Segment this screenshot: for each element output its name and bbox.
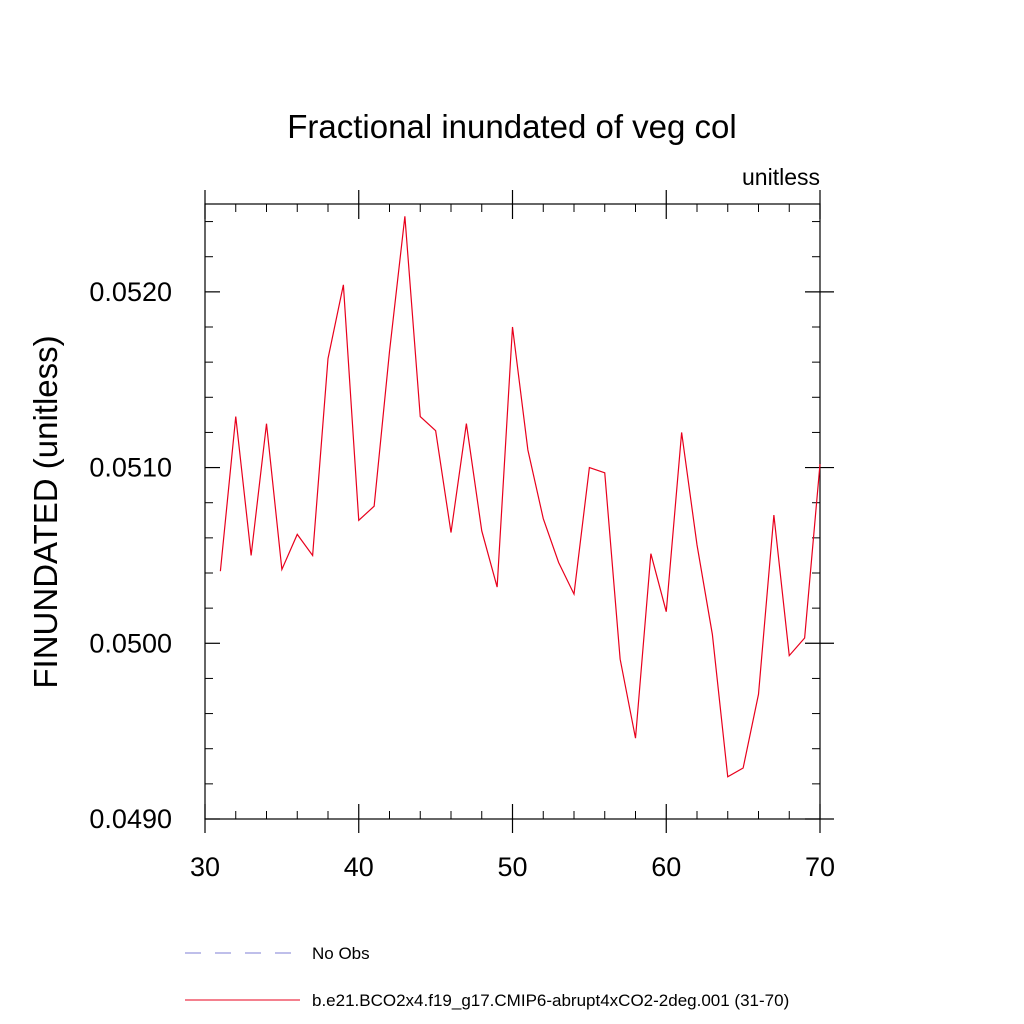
x-tick-label: 70 [805, 852, 835, 882]
x-tick-label: 60 [651, 852, 681, 882]
x-tick-label: 30 [190, 852, 220, 882]
y-tick-label: 0.0510 [89, 453, 172, 483]
axes: 30 40 50 60 70 0.0490 0.0500 0.0510 0.0520 [89, 190, 835, 882]
plot-frame [204, 203, 821, 820]
legend-label-1: b.e21.BCO2x4.f19_g17.CMIP6-abrupt4xCO2-2… [312, 991, 789, 1010]
series-group [219, 216, 821, 778]
x-tick-label: 50 [497, 852, 527, 882]
y-tick-label: 0.0520 [89, 277, 172, 307]
y-tick-label: 0.0490 [89, 804, 172, 834]
units-label: unitless [742, 164, 820, 190]
y-axis-label: FINUNDATED (unitless) [27, 335, 64, 688]
series-line-0 [219, 216, 821, 778]
chart-title: Fractional inundated of veg col [287, 108, 736, 145]
y-tick-label: 0.0500 [89, 628, 172, 658]
legend-label-0: No Obs [312, 944, 370, 963]
x-tick-label: 40 [344, 852, 374, 882]
legend: No Obs b.e21.BCO2x4.f19_g17.CMIP6-abrupt4… [185, 944, 789, 1010]
